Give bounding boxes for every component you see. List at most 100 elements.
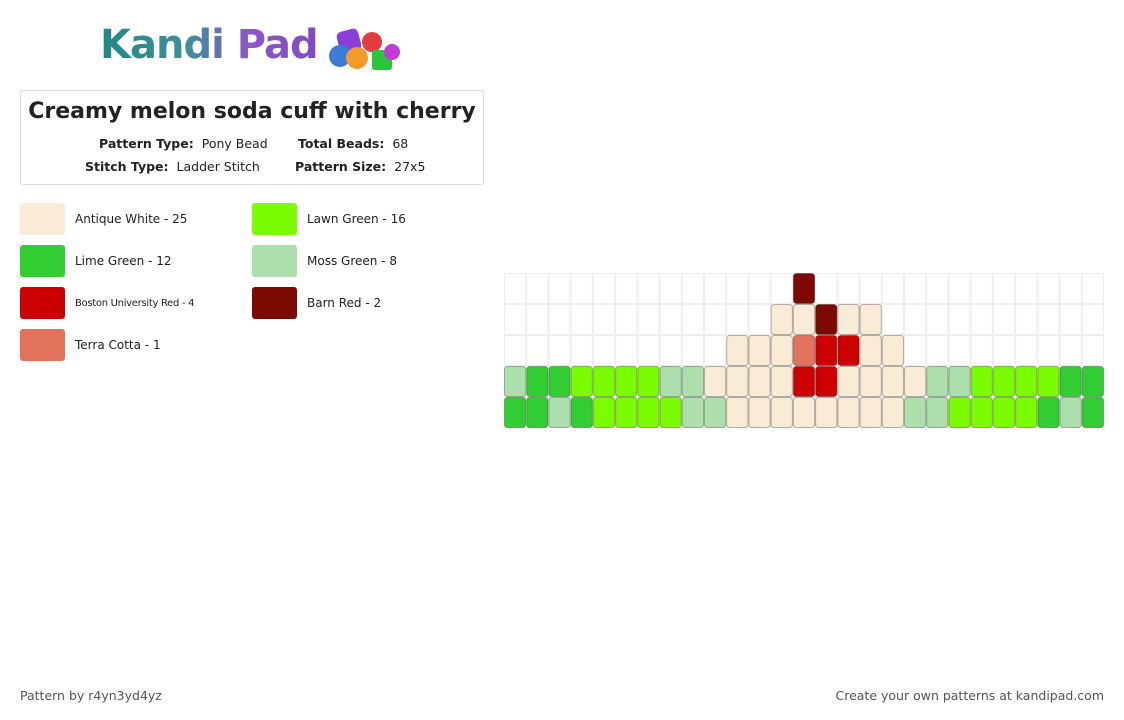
logo[interactable]: Kandi Pad: [100, 22, 319, 68]
info-label: Total Beads:: [298, 136, 385, 151]
grid-cell: [570, 304, 593, 335]
legend-item: Moss Green - 8: [252, 245, 397, 277]
legend-item: Antique White - 25: [20, 203, 187, 235]
bead: [770, 366, 793, 397]
logo-icon: [329, 28, 400, 70]
bead: [792, 304, 816, 335]
bead: [815, 397, 838, 428]
legend-swatch: [20, 329, 65, 361]
grid-cell: [904, 273, 927, 304]
bead: [570, 366, 593, 397]
grid-cell: [615, 335, 638, 366]
grid-cell: [570, 273, 593, 304]
footer-author[interactable]: Pattern by r4yn3yd4yz: [20, 688, 162, 703]
bead: [637, 397, 660, 428]
bead: [1015, 397, 1038, 428]
grid-cell: [1037, 304, 1060, 335]
bead: [904, 397, 927, 428]
bead: [748, 366, 771, 397]
legend-item: Terra Cotta - 1: [20, 329, 161, 361]
grid-cell: [1059, 335, 1082, 366]
legend-label: Lawn Green - 16: [307, 212, 406, 226]
grid-cell: [504, 273, 527, 304]
bead: [681, 397, 704, 428]
bead: [770, 335, 793, 366]
bead: [592, 366, 616, 397]
grid-cell: [992, 273, 1016, 304]
bead: [526, 397, 549, 428]
legend-label: Lime Green - 12: [75, 254, 172, 268]
info-row: Total Beads: 68: [298, 136, 408, 151]
bead: [659, 397, 682, 428]
grid-cell: [859, 273, 882, 304]
grid-cell: [948, 335, 971, 366]
bead: [770, 304, 793, 335]
bead: [992, 397, 1016, 428]
bead: [770, 397, 793, 428]
legend-swatch: [252, 203, 297, 235]
bead: [681, 366, 704, 397]
grid-cell: [592, 335, 616, 366]
grid-cell: [637, 273, 660, 304]
bead: [926, 397, 949, 428]
grid-cell: [992, 304, 1016, 335]
bead: [926, 366, 949, 397]
grid-cell: [926, 304, 949, 335]
info-row: Pattern Type: Pony Bead: [99, 136, 268, 151]
legend-item: Lawn Green - 16: [252, 203, 406, 235]
grid-cell: [704, 273, 727, 304]
bead: [837, 304, 860, 335]
grid-cell: [548, 335, 571, 366]
bead: [815, 335, 838, 366]
grid-cell: [592, 304, 616, 335]
grid-cell: [904, 335, 927, 366]
grid-cell: [881, 273, 904, 304]
bead: [992, 366, 1016, 397]
legend-item: Boston University Red - 4: [20, 287, 195, 319]
bead: [704, 397, 727, 428]
legend-swatch: [20, 287, 65, 319]
grid-cell: [1059, 304, 1082, 335]
info-label: Stitch Type:: [85, 159, 169, 174]
legend-item: Barn Red - 2: [252, 287, 381, 319]
bead: [748, 397, 771, 428]
bead: [748, 335, 771, 366]
bead: [548, 366, 571, 397]
grid-cell: [526, 335, 549, 366]
legend-label: Moss Green - 8: [307, 254, 397, 268]
bead: [792, 366, 816, 397]
grid-cell: [926, 273, 949, 304]
legend-label: Terra Cotta - 1: [75, 338, 161, 352]
grid-cell: [659, 273, 682, 304]
bead: [792, 397, 816, 428]
bead: [592, 397, 616, 428]
footer-cta[interactable]: Create your own patterns at kandipad.com: [835, 688, 1104, 703]
bead: [526, 366, 549, 397]
bead: [1059, 366, 1082, 397]
grid-cell: [904, 304, 927, 335]
bead: [504, 366, 527, 397]
bead: [1081, 397, 1104, 428]
info-value: Pony Bead: [201, 136, 268, 151]
bead: [970, 366, 993, 397]
grid-cell: [659, 335, 682, 366]
bead: [792, 335, 816, 366]
bead: [704, 366, 727, 397]
bead: [837, 366, 860, 397]
bead: [970, 397, 993, 428]
grid-cell: [992, 335, 1016, 366]
bead: [659, 366, 682, 397]
bead: [948, 397, 971, 428]
info-value: 68: [392, 136, 409, 151]
bead: [1015, 366, 1038, 397]
bead: [726, 397, 749, 428]
bead-grid: [504, 273, 1104, 428]
info-value: 27x5: [394, 159, 426, 174]
grid-cell: [637, 304, 660, 335]
grid-cell: [837, 273, 860, 304]
grid-cell: [615, 273, 638, 304]
grid-cell: [1015, 304, 1038, 335]
bead: [815, 366, 838, 397]
grid-cell: [526, 304, 549, 335]
